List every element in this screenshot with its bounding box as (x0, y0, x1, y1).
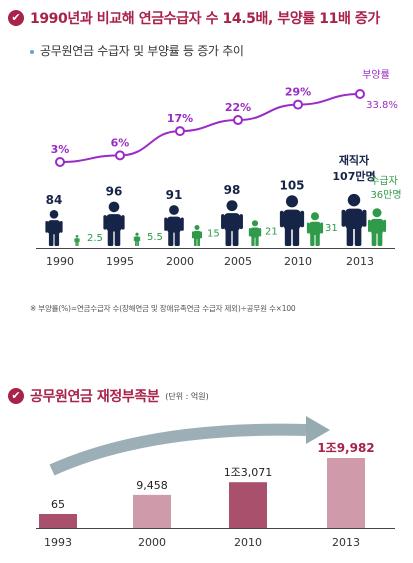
footnote: ※ 부양률(%)=연금수급자 수(장해연금 및 장애유족연금 수급자 제외)÷공… (30, 304, 296, 313)
employee-figure (164, 205, 184, 246)
rate-point (233, 115, 243, 126)
rate-label: 33.8% (366, 100, 398, 111)
rate-label: 29% (285, 86, 311, 99)
x-tick-label: 1995 (106, 255, 134, 268)
x-tick-label: 2010 (284, 255, 312, 268)
employee-figure (45, 210, 63, 246)
deficit-chart: 65 1993 9,458 2000 1조3,071 2010 1조9,982 2013 (36, 416, 395, 549)
employee-label: 105 (279, 178, 304, 192)
rate-label: 22% (225, 101, 251, 114)
employee-figure (341, 193, 367, 246)
bullet-icon (30, 49, 34, 54)
employee-figure (103, 201, 125, 246)
bar-value-label: 65 (51, 498, 65, 511)
bar (39, 514, 77, 528)
unit-label: (단위 : 억원) (165, 391, 209, 401)
recipient-label: 5.5 (147, 232, 163, 243)
recipient-figure (191, 225, 203, 246)
rate-point (293, 99, 303, 110)
bar-value-label: 1조3,071 (224, 466, 273, 479)
employee-label: 98 (224, 183, 241, 197)
rate-label: 3% (51, 143, 70, 156)
section2-title-text: 공무원연금 재정부족분 (30, 389, 160, 405)
bar-value-label: 9,458 (136, 479, 168, 492)
x-tick-label: 2000 (138, 536, 166, 549)
employee-label: 91 (166, 188, 183, 202)
recipient-figure (306, 212, 324, 246)
rate-point (175, 126, 185, 137)
rate-label: 17% (167, 112, 193, 125)
employee-figure (279, 195, 305, 246)
rate-point (115, 150, 125, 161)
x-tick-label: 2005 (224, 255, 252, 268)
rate-point (355, 89, 365, 99)
employee-figure (221, 200, 243, 246)
recipient-label: 15 (207, 229, 220, 240)
employee-label: 107만명 (332, 169, 375, 183)
recipient-label: 36만명 (370, 189, 401, 201)
x-tick-label: 2000 (166, 255, 194, 268)
rate-point (55, 157, 65, 167)
rate-label: 6% (111, 136, 130, 149)
section1-title-text: 1990년과 비교해 연금수급자 수 14.5배, 부양률 11배 증가 (30, 11, 380, 27)
arrow-head (306, 416, 330, 444)
employee-series-label: 재직자 (339, 153, 370, 167)
recipient-label: 31 (325, 223, 338, 234)
growth-chart: 3% 6% 17% 22% 29% 부양률 33.8% 84 96 91 98 105 재직자 107만명… (36, 69, 402, 268)
bar (229, 482, 267, 528)
x-tick-label: 1990 (46, 255, 74, 268)
recipient-figure (248, 220, 262, 246)
recipient-figure (74, 235, 80, 246)
check-icon: ✔ (8, 10, 24, 26)
recipient-figure (367, 208, 387, 246)
bar (327, 458, 365, 528)
rate-series-label: 부양률 (362, 69, 390, 81)
rate-line (59, 93, 361, 163)
recipient-label: 2.5 (87, 233, 103, 244)
bar-value-label: 1조9,982 (317, 441, 374, 455)
check-icon: ✔ (8, 388, 24, 404)
subtitle-text: 공무원연금 수급자 및 부양률 등 증가 추이 (40, 44, 244, 58)
recipient-series-label: 수급자 (370, 175, 398, 187)
x-tick-label: 2010 (234, 536, 262, 549)
x-tick-label: 2013 (346, 255, 374, 268)
recipient-label: 21 (265, 226, 278, 237)
x-tick-label: 2013 (332, 536, 360, 549)
section2-title: ✔ 공무원연금 재정부족분 (단위 : 억원) (8, 386, 209, 406)
recipient-figure (133, 232, 141, 246)
x-tick-label: 1993 (44, 536, 72, 549)
bar (133, 494, 171, 528)
trend-arrow (49, 423, 307, 476)
section1-title: ✔ 1990년과 비교해 연금수급자 수 14.5배, 부양률 11배 증가 (8, 8, 380, 28)
employee-label: 96 (106, 185, 123, 199)
employee-label: 84 (46, 193, 63, 207)
section1-subtitle: 공무원연금 수급자 및 부양률 등 증가 추이 (30, 42, 244, 59)
